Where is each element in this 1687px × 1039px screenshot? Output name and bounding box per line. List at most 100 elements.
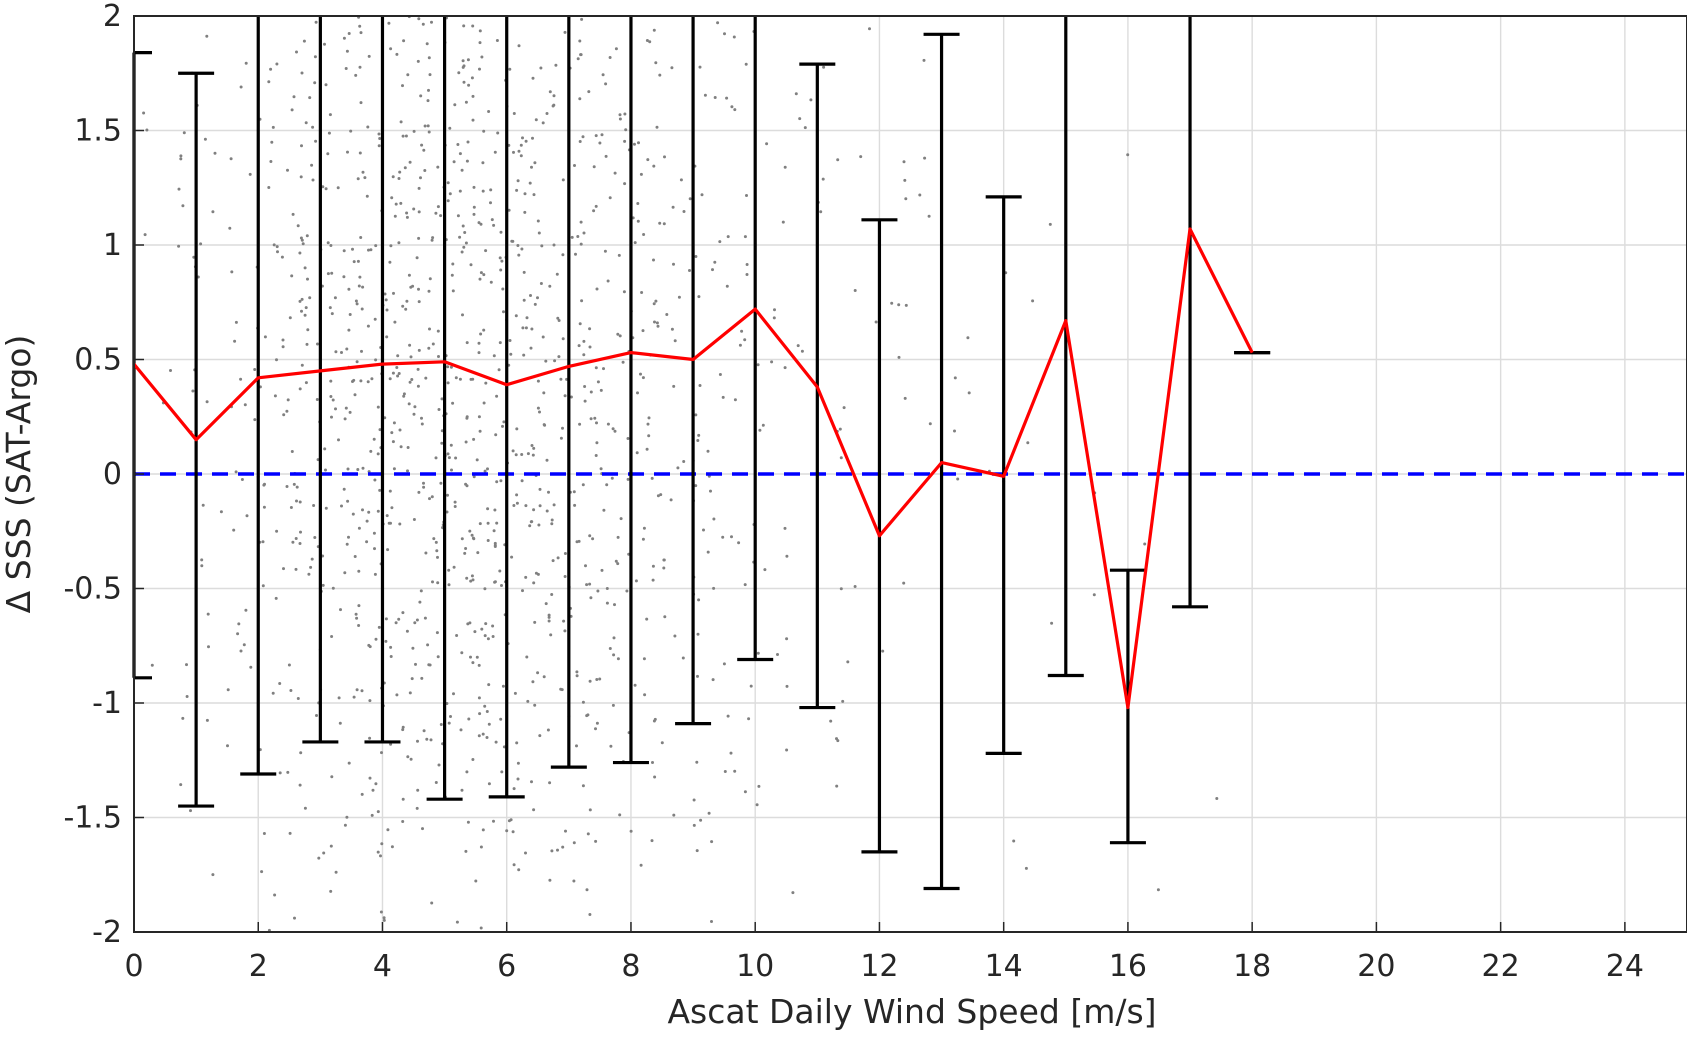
scatter-point: [469, 655, 472, 659]
scatter-point: [367, 248, 370, 252]
scatter-point: [652, 258, 655, 262]
scatter-point: [616, 535, 620, 539]
scatter-point: [420, 143, 424, 147]
scatter-point: [434, 781, 438, 784]
scatter-point: [492, 529, 496, 533]
scatter-point: [500, 584, 503, 587]
scatter-point: [486, 507, 490, 511]
scatter-point: [695, 760, 699, 764]
scatter-point: [589, 390, 593, 394]
scatter-point: [449, 365, 453, 369]
scatter-point: [281, 338, 285, 342]
scatter-point: [349, 129, 353, 133]
scatter-point: [486, 467, 489, 471]
scatter-point: [470, 76, 474, 80]
y-axis-title: Δ SSS (SAT-Argo): [0, 335, 38, 614]
scatter-point: [230, 270, 234, 274]
scatter-point: [672, 384, 676, 388]
scatter-point: [483, 634, 487, 638]
scatter-point: [385, 514, 389, 518]
scatter-point: [585, 714, 589, 718]
scatter-point: [353, 555, 357, 558]
scatter-point: [471, 758, 475, 761]
scatter-point: [625, 589, 629, 593]
scatter-point: [553, 359, 557, 363]
scatter-point: [758, 428, 762, 432]
scatter-point: [583, 385, 587, 388]
scatter-point: [617, 253, 621, 257]
scatter-point: [486, 637, 490, 641]
scatter-point: [376, 405, 380, 409]
scatter-point: [519, 154, 523, 158]
scatter-point: [519, 143, 523, 147]
scatter-point: [185, 663, 188, 667]
scatter-point: [374, 244, 378, 248]
scatter-point: [461, 224, 465, 228]
scatter-point: [408, 380, 412, 384]
scatter-point: [706, 550, 710, 554]
scatter-point: [439, 723, 443, 726]
scatter-point: [285, 409, 289, 413]
scatter-point: [300, 71, 304, 75]
scatter-point: [427, 88, 430, 92]
scatter-point: [460, 168, 464, 172]
scatter-point: [853, 585, 857, 588]
scatter-point: [542, 675, 546, 679]
scatter-point: [716, 21, 720, 25]
scatter-point: [416, 384, 420, 388]
scatter-point: [696, 674, 699, 678]
scatter-point: [459, 728, 463, 732]
scatter-point: [923, 156, 927, 160]
scatter-point: [406, 469, 409, 473]
scatter-point: [697, 295, 701, 299]
scatter-point: [417, 490, 421, 494]
scatter-point: [311, 178, 315, 182]
scatter-point: [526, 452, 530, 456]
scatter-point: [373, 317, 377, 321]
scatter-point: [239, 649, 243, 653]
scatter-point: [702, 528, 705, 532]
scatter-point: [663, 155, 666, 159]
scatter-point: [269, 67, 273, 71]
scatter-point: [922, 58, 926, 62]
scatter-point: [477, 351, 481, 355]
scatter-point: [300, 144, 303, 148]
scatter-point: [598, 677, 602, 681]
scatter-point: [522, 353, 526, 357]
scatter-point: [391, 175, 395, 179]
scatter-point: [150, 663, 154, 667]
scatter-point: [326, 241, 330, 245]
scatter-point: [743, 583, 747, 587]
scatter-point: [440, 441, 444, 445]
scatter-point: [401, 820, 405, 823]
scatter-point: [329, 844, 333, 848]
scatter-point: [405, 211, 409, 215]
scatter-point: [337, 438, 340, 442]
scatter-point: [578, 322, 582, 326]
scatter-point: [498, 569, 502, 573]
scatter-point: [431, 342, 435, 346]
scatter-point: [298, 542, 302, 545]
scatter-point: [426, 124, 430, 128]
scatter-point: [358, 151, 362, 155]
scatter-point: [756, 363, 760, 367]
scatter-point: [450, 468, 453, 472]
scatter-point: [354, 612, 358, 616]
scatter-point: [575, 670, 579, 674]
scatter-point: [874, 320, 878, 324]
scatter-point: [376, 452, 380, 456]
scatter-point: [588, 913, 592, 916]
scatter-point: [529, 346, 533, 350]
scatter-point: [616, 562, 620, 566]
scatter-point: [322, 851, 326, 855]
scatter-point: [462, 24, 466, 28]
scatter-point: [340, 351, 343, 354]
scatter-point: [359, 31, 363, 35]
scatter-point: [712, 586, 716, 590]
scatter-point: [791, 891, 795, 895]
scatter-point: [206, 612, 210, 616]
scatter-point: [541, 121, 545, 125]
scatter-point: [461, 313, 464, 317]
scatter-point: [819, 210, 823, 214]
scatter-point: [314, 139, 318, 143]
